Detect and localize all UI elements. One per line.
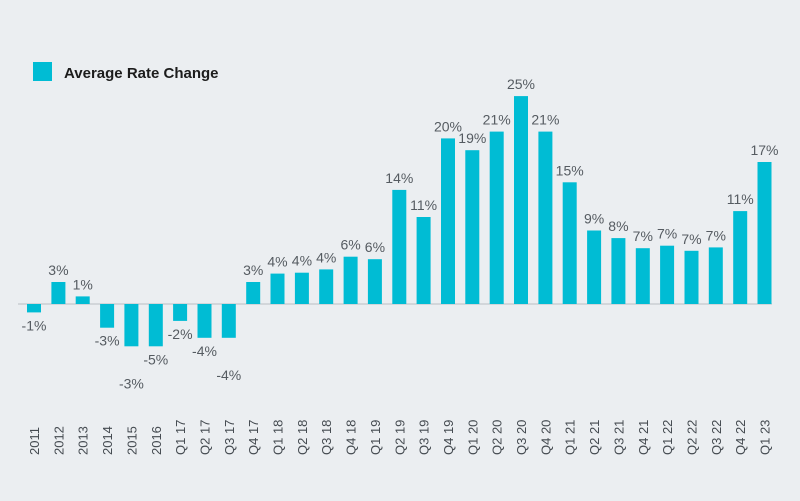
bar-value-label: 6% <box>340 237 360 253</box>
bar <box>124 304 139 347</box>
bar <box>611 238 626 304</box>
bar-value-label: -3% <box>119 375 144 391</box>
bar <box>538 131 553 304</box>
bar-value-label: 7% <box>681 231 701 247</box>
bar <box>660 245 675 304</box>
bar-value-label: 20% <box>434 118 462 134</box>
bar <box>587 230 602 304</box>
bar <box>757 162 772 304</box>
bar-value-label: -2% <box>168 326 193 342</box>
bar-labels-group: -1%3%1%-3%-3%-5%-2%-4%-4%3%4% 4% 4%6% 6%14%… <box>22 76 779 391</box>
bar-value-label: 21% <box>483 112 511 128</box>
bar-value-label: 14% <box>385 170 413 186</box>
bar <box>392 189 407 304</box>
bar <box>173 304 188 321</box>
x-tick-label: Q3 17 <box>222 420 237 455</box>
x-tick-label: Q2 20 <box>490 420 505 455</box>
x-tick-label: Q3 19 <box>417 420 432 455</box>
bar-value-label: -4% <box>216 367 241 383</box>
bar <box>148 304 163 347</box>
bar <box>294 272 309 304</box>
bar-value-label: -1% <box>22 317 47 333</box>
bar <box>75 296 90 304</box>
x-tick-label: Q3 18 <box>319 420 334 455</box>
legend-swatch <box>33 62 52 81</box>
bar-value-label: 25% <box>507 76 535 92</box>
x-tick-label: Q4 21 <box>636 420 651 455</box>
bar-value-label: 1% <box>73 276 93 292</box>
x-tick-label: 2014 <box>100 426 115 455</box>
bar <box>221 304 236 338</box>
bar-value-label: 6% <box>365 239 385 255</box>
x-tick-label: Q1 22 <box>660 420 675 455</box>
bar <box>319 269 334 304</box>
bar <box>367 259 382 304</box>
bar-value-label: 4% <box>292 253 312 269</box>
bar <box>733 211 748 304</box>
x-tick-label: Q1 17 <box>173 420 188 455</box>
x-tick-label: Q2 17 <box>198 420 213 455</box>
bar-value-label: 8% <box>608 218 628 234</box>
bar-value-label: 3% <box>243 262 263 278</box>
x-tick-label: Q4 18 <box>344 420 359 455</box>
x-tick-label: Q2 19 <box>392 420 407 455</box>
x-tick-label: Q4 22 <box>733 420 748 455</box>
bar-value-label: -3% <box>95 333 120 349</box>
bar-value-label: 7% <box>657 226 677 242</box>
bar <box>465 150 480 304</box>
bar-value-label: -4% <box>192 343 217 359</box>
x-tick-label: 2015 <box>124 426 139 455</box>
bar-value-label: 15% <box>556 162 584 178</box>
bar <box>100 304 115 328</box>
x-tick-label: 2013 <box>76 426 91 455</box>
x-tick-label: 2012 <box>51 426 66 455</box>
bar-value-label: -5% <box>143 351 168 367</box>
bar-value-label: 9% <box>584 211 604 227</box>
x-tick-label: Q1 23 <box>758 420 773 455</box>
bar <box>635 248 650 304</box>
bar-value-label: 11% <box>727 191 754 207</box>
bar <box>441 138 455 304</box>
bar-value-label: 4% <box>316 249 336 265</box>
x-tick-label: Q4 19 <box>441 420 456 455</box>
bar-value-label: 7% <box>633 228 653 244</box>
x-tick-label: Q2 21 <box>587 420 602 455</box>
legend-label: Average Rate Change <box>64 65 219 82</box>
bar <box>562 182 577 304</box>
x-tick-label: Q1 19 <box>368 420 383 455</box>
bar-value-label: 21% <box>531 112 559 128</box>
bar-value-label: 17% <box>750 142 778 158</box>
bar-value-label: 11% <box>410 197 437 213</box>
bar <box>416 217 431 304</box>
bar <box>514 96 528 304</box>
x-tick-label: Q3 20 <box>514 420 529 455</box>
bar <box>246 282 261 304</box>
bars-group <box>27 96 772 347</box>
bar <box>51 282 66 304</box>
x-tick-label: Q3 21 <box>611 420 626 455</box>
bar <box>27 304 41 313</box>
bar-value-label: 3% <box>48 262 68 278</box>
bar <box>197 304 212 338</box>
x-tick-label: Q1 21 <box>563 420 578 455</box>
x-tick-label: Q2 22 <box>685 420 700 455</box>
x-tick-label: Q4 20 <box>538 420 553 455</box>
x-tick-label: 2011 <box>27 427 42 455</box>
bar-value-label: 19% <box>458 130 486 146</box>
x-tick-labels-group: 2011 2012 2013 2014 2015 2016 Q1 17 Q2 17 Q3 17 Q… <box>27 420 773 455</box>
x-tick-label: Q1 18 <box>271 420 286 455</box>
bar-value-label: 4% <box>267 254 287 270</box>
bar-value-label: 7% <box>706 227 726 243</box>
x-tick-label: Q3 22 <box>709 420 724 455</box>
bar <box>489 131 504 304</box>
x-tick-label: 2016 <box>149 426 164 455</box>
bar <box>708 247 723 304</box>
bar <box>684 250 699 304</box>
bar <box>270 273 285 304</box>
x-tick-label: Q2 18 <box>295 420 310 455</box>
x-tick-label: Q4 17 <box>246 420 261 455</box>
bar <box>343 256 358 304</box>
x-tick-label: Q1 20 <box>465 420 480 455</box>
